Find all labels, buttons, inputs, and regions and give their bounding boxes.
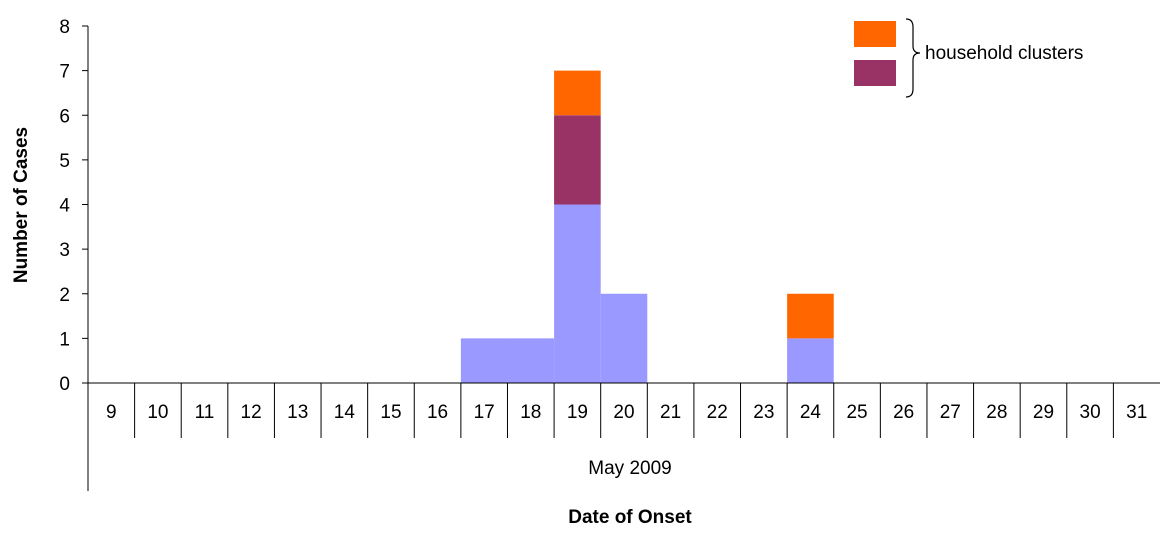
bar-segment [600, 293, 648, 383]
x-tick-label: 9 [106, 402, 117, 423]
y-ticks: 0 1 2 3 4 5 6 7 8 [59, 17, 88, 395]
x-tick-label: 17 [474, 402, 495, 423]
x-tick-label: 29 [1033, 402, 1054, 423]
x-tick-label: 20 [613, 402, 634, 423]
bar-segment [787, 338, 834, 383]
x-tick-label: 16 [427, 402, 448, 423]
bar-segment [554, 204, 601, 383]
y-tick-label: 3 [59, 240, 70, 261]
x-axis-title: Date of Onset [568, 507, 692, 528]
x-tick-label: 25 [846, 402, 867, 423]
x-tick-label: 31 [1126, 402, 1147, 423]
x-tick-label: 24 [800, 402, 822, 423]
x-ticks: 9 10 11 12 13 14 15 16 17 18 19 20 21 22 23 24 25 26 27 28 2… [106, 383, 1147, 438]
x-tick-label: 15 [380, 402, 401, 423]
y-tick-label: 7 [59, 62, 70, 83]
x-tick-label: 12 [241, 402, 262, 423]
y-tick-label: 1 [59, 329, 70, 350]
x-tick-label: 28 [986, 402, 1007, 423]
y-tick-label: 8 [59, 17, 70, 38]
month-group-label: May 2009 [588, 458, 671, 479]
x-tick-label: 26 [893, 402, 914, 423]
x-tick-label: 22 [707, 402, 728, 423]
legend-brace-icon [905, 18, 921, 98]
bars-layer [460, 70, 834, 383]
x-tick-label: 10 [147, 402, 168, 423]
x-tick-label: 23 [753, 402, 774, 423]
x-tick-label: 11 [195, 402, 215, 423]
bar-segment [554, 70, 601, 116]
bar-segment [460, 338, 508, 383]
bar-segment [554, 115, 601, 205]
x-tick-label: 27 [940, 402, 961, 423]
y-tick-label: 2 [59, 285, 70, 306]
y-tick-label: 5 [59, 151, 70, 172]
x-tick-label: 18 [520, 402, 541, 423]
legend-label: household clusters [925, 43, 1083, 64]
bar-segment [507, 338, 555, 383]
x-tick-label: 13 [287, 402, 308, 423]
y-tick-label: 6 [59, 106, 70, 127]
x-tick-label: 21 [660, 402, 681, 423]
x-tick-label: 14 [334, 402, 356, 423]
x-tick-label: 30 [1080, 402, 1101, 423]
x-tick-label: 19 [567, 402, 588, 423]
y-tick-label: 0 [59, 374, 70, 395]
bar-segment [787, 293, 834, 339]
legend-swatch-orange [854, 21, 896, 47]
y-tick-label: 4 [59, 196, 70, 217]
y-axis-title: Number of Cases [11, 127, 32, 283]
legend-swatch-purple [854, 60, 896, 86]
legend: household clusters [854, 18, 1083, 98]
